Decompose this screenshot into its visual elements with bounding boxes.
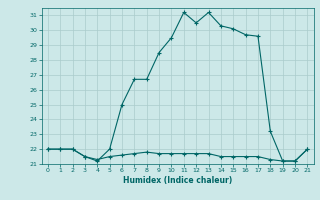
X-axis label: Humidex (Indice chaleur): Humidex (Indice chaleur) xyxy=(123,176,232,185)
